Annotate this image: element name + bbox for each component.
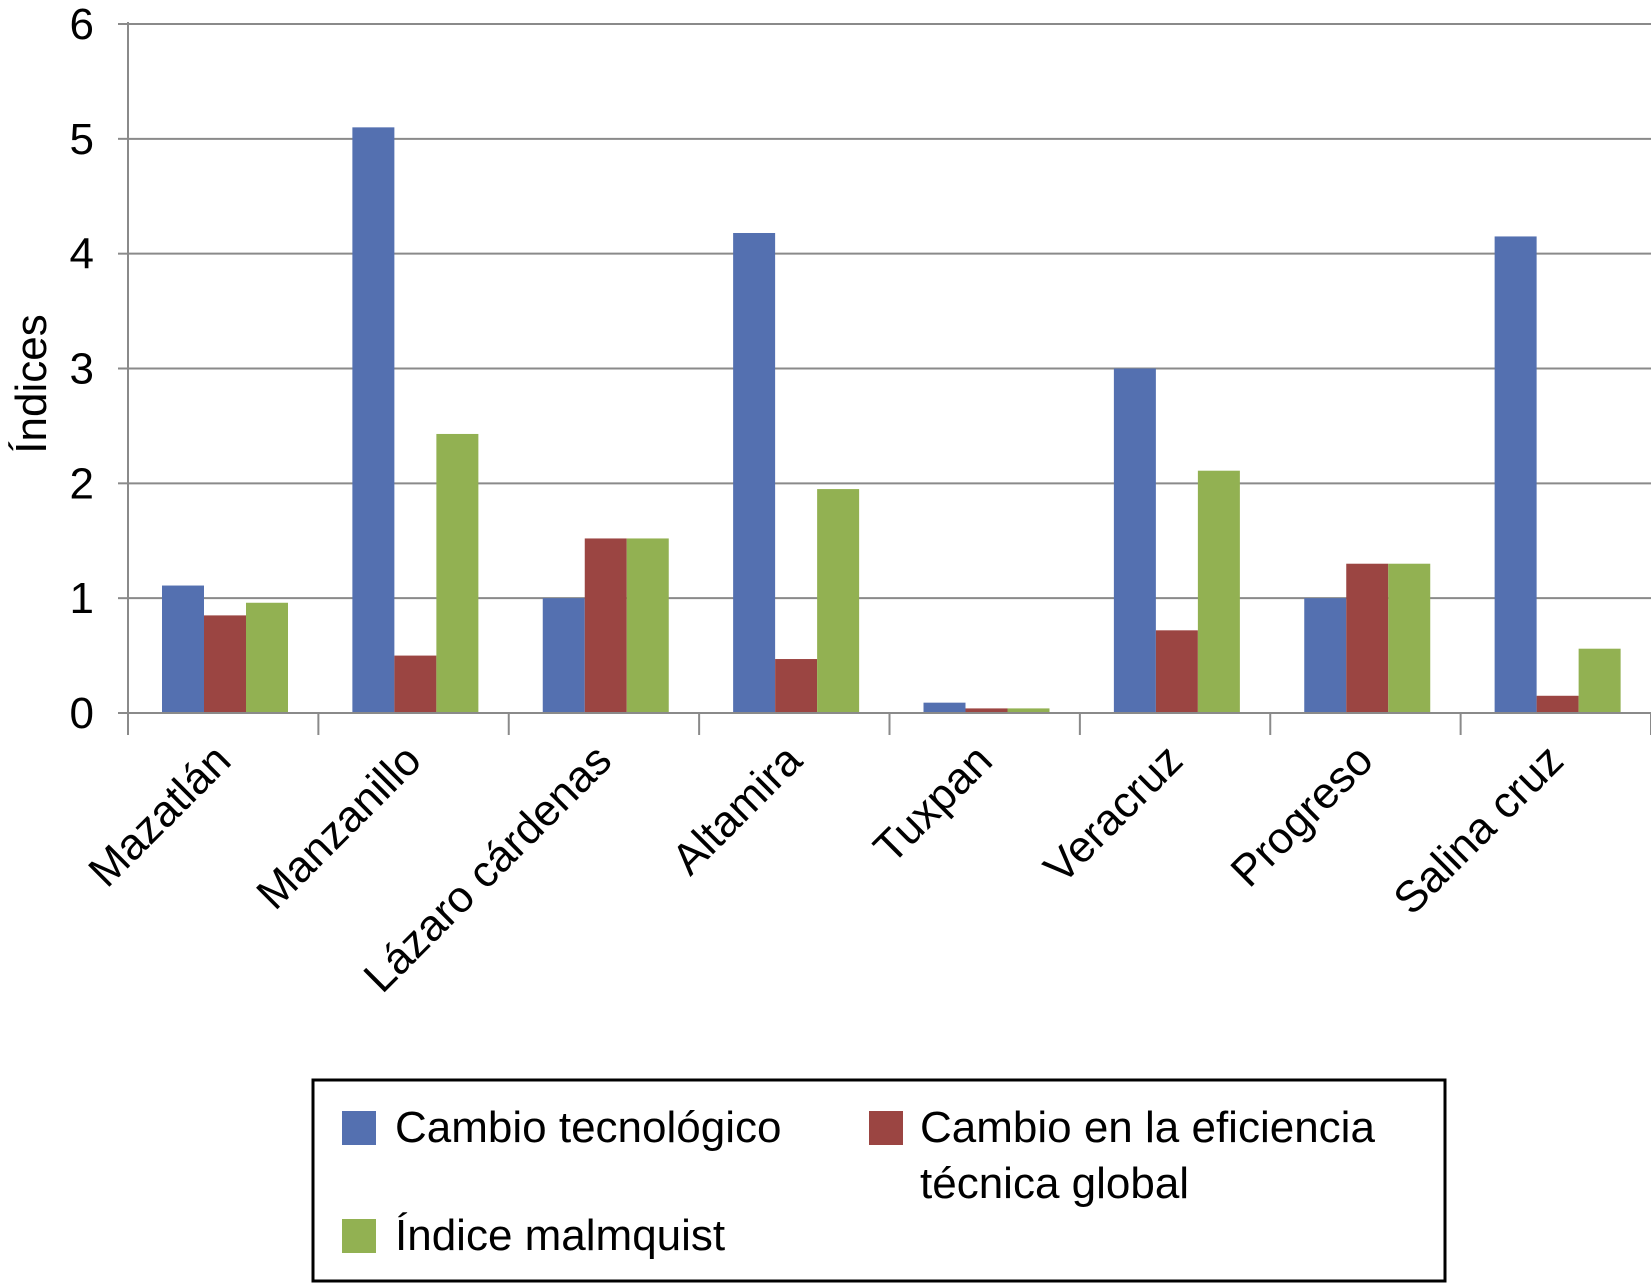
y-axis-ticks: 0 1 2 3 4 5 6 bbox=[70, 0, 128, 738]
legend-label: Cambio en la eficiencia técnica global bbox=[920, 1103, 1375, 1208]
bar bbox=[733, 232, 776, 713]
axes bbox=[127, 22, 1651, 735]
x-category-label: Manzanillo bbox=[247, 735, 430, 918]
legend: Cambio tecnológico Cambio en la eficienci… bbox=[311, 1078, 1447, 1283]
bar bbox=[1197, 470, 1240, 713]
bar bbox=[965, 708, 1008, 713]
y-tick-label: 5 bbox=[70, 115, 94, 164]
bar bbox=[1536, 695, 1579, 713]
bar bbox=[923, 702, 966, 713]
y-axis-title: Índices bbox=[7, 314, 56, 453]
bar bbox=[626, 538, 669, 713]
x-category-label: Progreso bbox=[1222, 735, 1383, 896]
y-tick-label: 0 bbox=[70, 689, 94, 738]
bar bbox=[1346, 563, 1389, 713]
bar bbox=[1113, 368, 1156, 713]
x-category-label: Veracruz bbox=[1035, 735, 1192, 892]
y-tick-label: 3 bbox=[70, 345, 94, 394]
bar bbox=[162, 585, 204, 713]
bar bbox=[1388, 563, 1431, 713]
legend-swatch bbox=[342, 1111, 376, 1145]
legend-label: Índice malmquist bbox=[395, 1211, 725, 1260]
x-category-label: Mazatlán bbox=[79, 735, 240, 896]
bar bbox=[394, 655, 437, 713]
bar bbox=[352, 127, 395, 714]
y-tick-label: 4 bbox=[70, 230, 94, 279]
bar bbox=[1304, 598, 1347, 713]
bar bbox=[817, 489, 860, 713]
legend-label-line: técnica global bbox=[920, 1159, 1189, 1208]
x-category-label: Altamira bbox=[663, 735, 812, 884]
legend-swatch bbox=[869, 1111, 903, 1145]
bar bbox=[246, 602, 288, 713]
y-tick-label: 6 bbox=[70, 0, 94, 49]
legend-swatch bbox=[342, 1219, 376, 1253]
bar bbox=[542, 598, 585, 713]
legend-label-line: Cambio en la eficiencia bbox=[920, 1103, 1375, 1152]
bar bbox=[204, 615, 246, 713]
bar bbox=[1007, 708, 1050, 713]
y-tick-label: 1 bbox=[70, 574, 94, 623]
y-tick-label: 2 bbox=[70, 459, 94, 508]
bar bbox=[436, 433, 479, 713]
x-category-label: Salina cruz bbox=[1384, 735, 1573, 924]
x-category-label: Tuxpan bbox=[864, 735, 1001, 872]
bar bbox=[1155, 630, 1198, 713]
bar bbox=[584, 538, 627, 713]
bar bbox=[775, 659, 818, 713]
legend-label: Cambio tecnológico bbox=[395, 1103, 781, 1152]
bars bbox=[162, 127, 1621, 714]
bar bbox=[1494, 236, 1537, 714]
bar bbox=[1578, 648, 1621, 713]
